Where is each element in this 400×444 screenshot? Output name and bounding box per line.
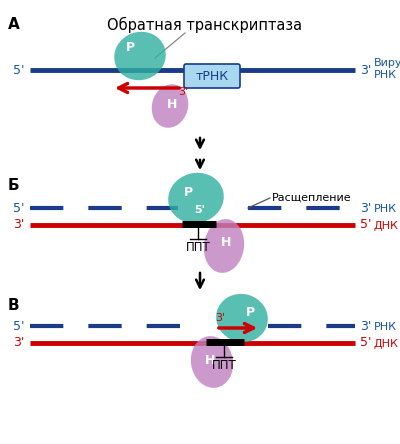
Text: Расщепление: Расщепление [272, 193, 352, 203]
Text: P: P [246, 305, 254, 318]
Text: 5': 5' [12, 63, 24, 76]
Ellipse shape [168, 173, 224, 223]
Text: H: H [167, 98, 177, 111]
Text: РНК: РНК [374, 70, 397, 80]
Text: 3': 3' [13, 218, 24, 231]
Text: 3': 3' [360, 202, 371, 214]
Text: H: H [205, 353, 215, 366]
Ellipse shape [216, 294, 268, 342]
Ellipse shape [204, 219, 244, 273]
Text: 5': 5' [12, 320, 24, 333]
Text: Вирусная: Вирусная [374, 58, 400, 68]
Text: Б: Б [8, 178, 20, 193]
Text: Обратная транскриптаза: Обратная транскриптаза [108, 17, 302, 33]
Text: P: P [126, 41, 134, 55]
Text: 3': 3' [360, 320, 371, 333]
Text: 5': 5' [12, 202, 24, 214]
Text: ДНК: ДНК [374, 221, 399, 231]
Text: 5': 5' [194, 205, 206, 215]
Text: 3': 3' [360, 63, 371, 76]
Ellipse shape [152, 84, 188, 128]
Text: В: В [8, 298, 20, 313]
Text: РНК: РНК [374, 322, 397, 332]
Text: ДНК: ДНК [374, 339, 399, 349]
Text: H: H [221, 235, 231, 249]
Text: 3': 3' [178, 87, 188, 97]
Text: РНК: РНК [374, 204, 397, 214]
Ellipse shape [114, 32, 166, 80]
Text: ППТ: ППТ [212, 359, 236, 372]
Text: 5': 5' [360, 218, 372, 231]
Text: 3': 3' [13, 337, 24, 349]
FancyBboxPatch shape [184, 64, 240, 88]
Text: ППТ: ППТ [186, 241, 210, 254]
Text: 5': 5' [360, 337, 372, 349]
Text: тРНК: тРНК [196, 70, 228, 83]
Text: 3': 3' [215, 313, 225, 323]
Text: P: P [184, 186, 192, 198]
Ellipse shape [191, 336, 233, 388]
Text: А: А [8, 17, 20, 32]
